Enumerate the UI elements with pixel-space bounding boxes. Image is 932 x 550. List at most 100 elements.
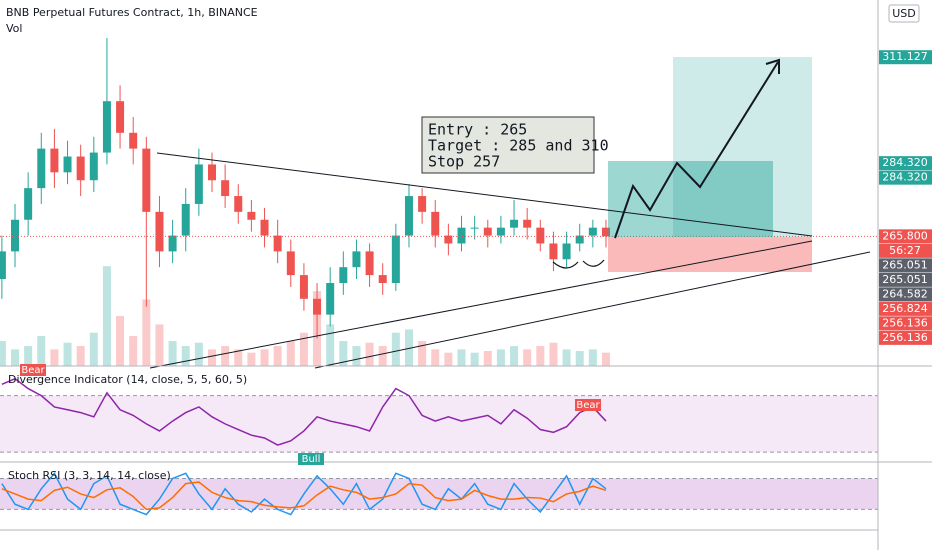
volume-bar bbox=[116, 316, 125, 366]
countdown-badge bbox=[879, 243, 932, 258]
volume-label: Vol bbox=[6, 22, 22, 35]
volume-bar bbox=[247, 352, 256, 366]
volume-bar bbox=[418, 341, 427, 366]
candle-body bbox=[352, 251, 361, 268]
candle-body bbox=[391, 235, 400, 283]
signal-label: Bear bbox=[576, 400, 600, 411]
candle-body bbox=[562, 243, 571, 260]
price-badge-label: 265.051 bbox=[882, 273, 928, 286]
volume-bar bbox=[404, 329, 413, 366]
price-badge bbox=[879, 330, 932, 345]
candle-body bbox=[496, 227, 505, 236]
volume-bar bbox=[155, 324, 164, 366]
candle-body bbox=[523, 219, 532, 228]
annotation-text: Entry : 265 bbox=[428, 121, 527, 139]
signal-badge bbox=[575, 399, 601, 411]
signal: Bear Bull Bear bbox=[20, 364, 601, 465]
volume-bar bbox=[260, 349, 269, 366]
candle-body bbox=[404, 196, 413, 236]
indicator-title: Divergence Indicator (14, close, 5, 5, 6… bbox=[8, 373, 247, 386]
candle-body bbox=[234, 196, 243, 212]
candle-body bbox=[326, 282, 335, 315]
price-badge-label: 265.800 bbox=[882, 229, 928, 242]
candle-body bbox=[221, 180, 230, 197]
volume-bar bbox=[444, 352, 453, 366]
price-badge bbox=[879, 287, 932, 302]
volume-bar bbox=[523, 349, 532, 366]
volume-bar bbox=[562, 349, 571, 366]
price-badge-label: 256.824 bbox=[882, 302, 928, 315]
candle-body bbox=[483, 227, 492, 236]
stoch-line bbox=[1, 471, 607, 516]
candle-body bbox=[129, 132, 138, 149]
candle-body bbox=[181, 203, 190, 236]
stop-zone bbox=[608, 237, 812, 272]
candle-body bbox=[299, 275, 308, 299]
candle-body bbox=[116, 101, 125, 133]
candle-body bbox=[142, 148, 151, 212]
candle-body bbox=[24, 188, 33, 220]
indicator-title: Stoch RSI (3, 3, 14, 14, close) bbox=[8, 469, 171, 482]
currency-button[interactable] bbox=[888, 4, 920, 23]
trend-line bbox=[149, 240, 813, 369]
volume-bar bbox=[76, 346, 85, 366]
volume-bar bbox=[496, 349, 505, 366]
trend-line bbox=[314, 251, 871, 369]
volume-bar bbox=[168, 341, 177, 366]
plot bbox=[0, 37, 878, 516]
price-badge bbox=[879, 316, 932, 331]
volume-bar bbox=[181, 346, 190, 366]
price-badge-label: 284.320 bbox=[882, 156, 928, 169]
candle-body bbox=[76, 156, 85, 181]
signal-badge bbox=[20, 364, 46, 376]
volume-bar bbox=[339, 341, 348, 366]
candle-body bbox=[313, 298, 322, 315]
volume-bar bbox=[129, 336, 138, 366]
trend-line bbox=[156, 152, 813, 237]
candle-body bbox=[378, 275, 387, 283]
candle-body bbox=[549, 243, 558, 260]
candle-body bbox=[247, 211, 256, 220]
candle-body bbox=[588, 227, 597, 236]
annotation-text: Target : 285 and 310 bbox=[428, 137, 609, 155]
volume-bar bbox=[24, 346, 33, 366]
volume-bar bbox=[89, 332, 98, 366]
candle-body bbox=[207, 164, 216, 181]
volume-bar bbox=[50, 349, 59, 366]
candle-body bbox=[339, 267, 348, 283]
drawings: Entry : 265 Target : 285 and 310 Stop 25… bbox=[149, 57, 871, 369]
target-zone bbox=[608, 161, 773, 237]
volume-bar bbox=[11, 349, 20, 366]
candle-body bbox=[50, 148, 59, 173]
candle-body bbox=[102, 101, 111, 153]
candle-body bbox=[444, 235, 453, 244]
candle-body bbox=[37, 148, 46, 189]
candle-body bbox=[273, 235, 282, 252]
volume-bar bbox=[536, 346, 545, 366]
path-arrow bbox=[614, 61, 779, 239]
volume-bar bbox=[483, 351, 492, 366]
volume-bar bbox=[510, 346, 519, 366]
signal-badge bbox=[298, 453, 324, 465]
price-badge bbox=[879, 156, 932, 171]
price-badge-label: 256.136 bbox=[882, 331, 928, 344]
pattern-curve bbox=[552, 259, 605, 269]
volume-bar bbox=[221, 346, 230, 366]
candle-body bbox=[510, 219, 519, 228]
candle-body bbox=[260, 219, 269, 236]
volume-bar bbox=[207, 349, 216, 366]
volume-bar bbox=[0, 341, 6, 366]
volume-bar bbox=[431, 349, 440, 366]
price-badge-label: 311.127 bbox=[882, 50, 928, 63]
volume-bar bbox=[365, 342, 374, 366]
price-badge bbox=[879, 301, 932, 316]
volume-bar bbox=[391, 332, 400, 366]
candle-body bbox=[89, 152, 98, 181]
band bbox=[0, 395, 878, 453]
price-badge-label: 284.320 bbox=[882, 171, 928, 184]
candle-body bbox=[470, 227, 479, 229]
candle-body bbox=[575, 235, 584, 244]
currency[interactable]: USD bbox=[892, 7, 916, 20]
